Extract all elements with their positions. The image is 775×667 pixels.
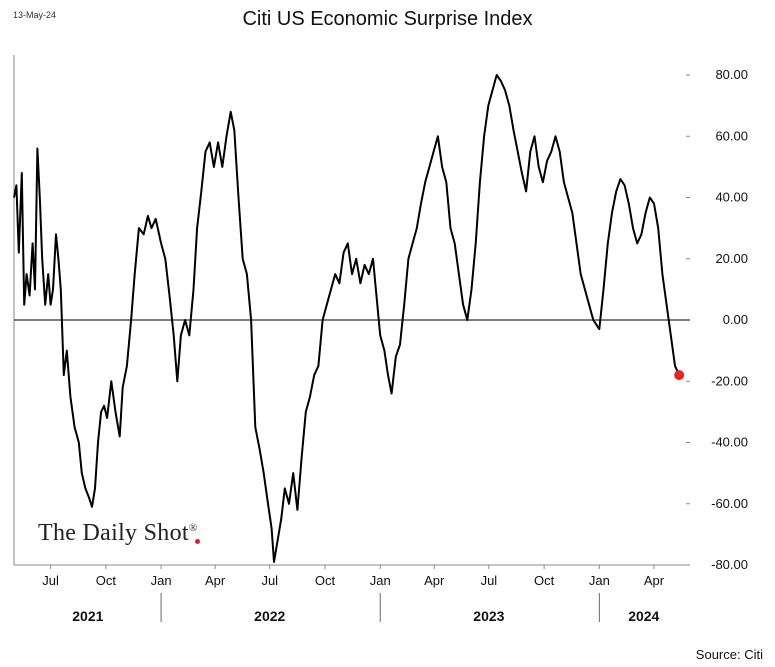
x-tick-label: Jul xyxy=(261,573,278,588)
y-tick-label: -20.00 xyxy=(711,373,748,388)
y-tick-label: 60.00 xyxy=(715,128,748,143)
x-tick-label: Jan xyxy=(589,573,610,588)
axes-layer xyxy=(13,55,690,622)
x-tick-label: Oct xyxy=(96,573,117,588)
x-tick-label: Apr xyxy=(424,573,445,588)
series-line xyxy=(13,74,681,563)
x-tick-label: Jan xyxy=(151,573,172,588)
x-year-label: 2023 xyxy=(473,608,504,624)
x-year-label: 2024 xyxy=(628,608,659,624)
x-tick-label: Jul xyxy=(481,573,498,588)
chart-title: Citi US Economic Surprise Index xyxy=(242,8,533,30)
series-layer xyxy=(13,74,685,563)
brand-dot xyxy=(194,539,200,544)
y-tick-label: 80.00 xyxy=(715,67,748,82)
y-tick-label: -80.00 xyxy=(711,557,748,572)
brand-logo: The Daily Shot® xyxy=(38,520,200,547)
x-tick-label: Apr xyxy=(205,573,226,588)
brand-logo-text: The Daily Shot xyxy=(38,520,189,546)
x-year-label: 2021 xyxy=(72,608,103,624)
x-tick-label: Apr xyxy=(644,573,665,588)
x-tick-label: Jul xyxy=(42,573,59,588)
y-tick-label: 40.00 xyxy=(715,190,748,205)
x-tick-label: Oct xyxy=(315,573,336,588)
labels-layer: 80.00 60.00 40.00 20.00 0.00 -20.00 -40.00 -60.… xyxy=(42,67,748,624)
y-tick-label: 20.00 xyxy=(715,251,748,266)
x-tick-label: Oct xyxy=(534,573,555,588)
brand-mark: ® xyxy=(188,522,198,534)
source-note: Source: Citi xyxy=(695,647,763,662)
x-year-label: 2022 xyxy=(254,608,285,624)
y-tick-label: 0.00 xyxy=(723,312,748,327)
last-value-marker xyxy=(674,370,685,381)
y-tick-label: -60.00 xyxy=(711,496,748,511)
y-tick-label: -40.00 xyxy=(711,435,748,450)
x-tick-label: Jan xyxy=(370,573,391,588)
date-stamp: 13-May-24 xyxy=(13,10,57,20)
